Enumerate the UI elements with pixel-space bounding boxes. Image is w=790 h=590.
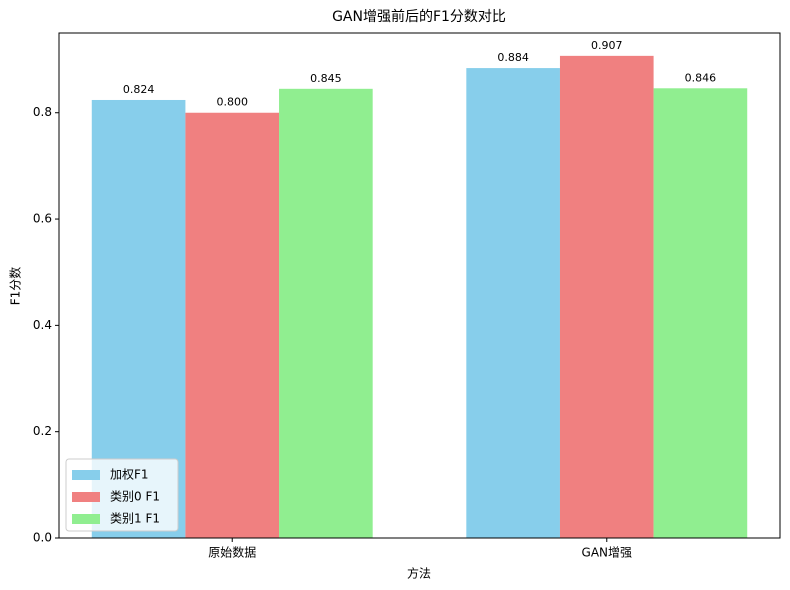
value-label: 0.907 [591, 39, 623, 52]
legend-swatch [72, 514, 100, 524]
value-label: 0.845 [310, 72, 342, 85]
value-label: 0.824 [123, 83, 155, 96]
bar [559, 55, 654, 538]
y-tick-label: 0.0 [33, 531, 52, 545]
value-label: 0.846 [685, 71, 717, 84]
x-tick-label: 原始数据 [208, 545, 256, 560]
legend-label: 类别1 F1 [110, 512, 160, 526]
legend-swatch [72, 470, 100, 480]
y-axis-label: F1分数 [8, 267, 23, 306]
value-label: 0.884 [497, 51, 529, 64]
plot-frame [58, 32, 781, 539]
bar [653, 88, 748, 538]
y-tick-label: 0.8 [33, 105, 52, 119]
legend-label: 类别0 F1 [110, 490, 160, 504]
x-axis-label: 方法 [407, 566, 431, 581]
bar [185, 112, 280, 538]
x-tick-label: GAN增强 [582, 546, 633, 560]
legend-swatch [72, 492, 100, 502]
y-tick-label: 0.2 [33, 424, 52, 438]
legend-label: 加权F1 [110, 468, 149, 482]
value-label: 0.800 [216, 96, 248, 109]
y-tick-label: 0.4 [33, 318, 52, 332]
y-tick-label: 0.6 [33, 212, 52, 226]
chart-title: GAN增强前后的F1分数对比 [332, 8, 506, 25]
bar [466, 68, 560, 538]
bar [279, 88, 373, 538]
